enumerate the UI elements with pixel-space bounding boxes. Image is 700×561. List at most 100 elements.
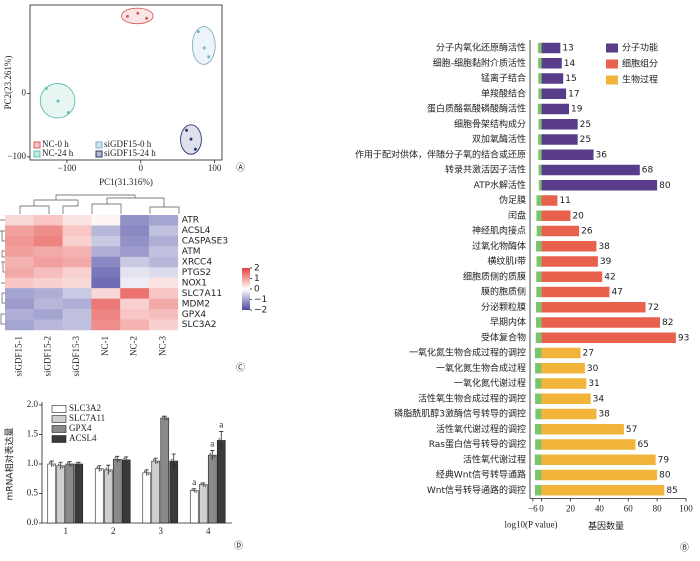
value-label: 47: [611, 288, 622, 298]
bar: [207, 454, 217, 524]
replicate-dot: [127, 460, 130, 463]
pvalue-bar: [534, 424, 542, 435]
pvalue-bar: [535, 469, 542, 481]
pvalue-bar: [535, 363, 542, 374]
legend-swatch: [606, 75, 618, 85]
pvalue-bar: [538, 149, 542, 160]
value-label: 39: [600, 257, 612, 267]
replicate-dot: [163, 417, 166, 419]
column-label: NC-3: [157, 335, 167, 355]
replicate-dot: [152, 458, 155, 461]
bar: [47, 463, 57, 524]
category-label: 活性氧代谢过程的调控: [436, 423, 526, 435]
heatmap-cell: [33, 309, 63, 320]
bar: [151, 460, 161, 524]
pvalue-bar: [535, 302, 542, 313]
column-label: siGDF15-1: [13, 336, 23, 377]
heatmap-cell: [5, 246, 35, 258]
replicate-dot: [114, 456, 117, 459]
category-label: 作用于配对供体，伴随分子氧的结合或还原: [355, 148, 526, 160]
replicate-dot: [70, 464, 73, 467]
pvalue-bar: [538, 134, 542, 145]
count-bar: [541, 73, 564, 84]
heatmap-cell: [120, 225, 150, 237]
heatmap-cell: [149, 235, 179, 247]
category-label: 经典Wnt信号转导通路: [436, 469, 526, 481]
count-bar: [541, 134, 578, 145]
x-axis-label-2: 基因数量: [588, 520, 624, 532]
count-bar: [541, 241, 597, 252]
heatmap-cell: [5, 256, 35, 268]
count-bar: [541, 225, 580, 237]
count-bar: [541, 119, 578, 130]
replicate-dot: [118, 459, 121, 462]
category-label: Wnt信号转导通路的调控: [427, 484, 526, 496]
replicate-dot: [165, 418, 168, 421]
value-label: 25: [580, 135, 591, 145]
pvalue-bar: [537, 42, 542, 54]
replicate-dot: [105, 467, 108, 470]
bar: [94, 468, 104, 524]
pvalue-bar: [536, 195, 542, 206]
value-label: 82: [662, 318, 673, 328]
replicate-dot: [59, 464, 62, 467]
replicate-dot: [174, 461, 177, 464]
heatmap-cell: [91, 267, 121, 278]
value-label: 65: [637, 440, 648, 450]
pvalue-bar: [536, 256, 542, 267]
bar: [216, 440, 226, 524]
heatmap-cell: [5, 309, 35, 320]
category-label: 活性氧代谢过程: [463, 453, 526, 465]
count-bar: [541, 256, 598, 267]
pvalue-bar: [534, 485, 542, 496]
count-bar: [541, 378, 587, 389]
heatmap-cell: [33, 319, 63, 331]
row-label: GPX4: [182, 310, 207, 320]
x-tick-label: 40: [595, 504, 605, 514]
legend-swatch: [606, 43, 618, 53]
x-axis-label: PC1(31.316%): [99, 177, 153, 187]
count-bar: [541, 347, 581, 359]
value-label: 25: [580, 120, 591, 130]
bar: [160, 417, 170, 524]
point: [136, 11, 140, 15]
replicate-dot: [52, 464, 55, 467]
category-label: 神经肌肉接点: [472, 225, 526, 237]
replicate-dot: [147, 473, 150, 476]
heatmap-cell: [91, 298, 121, 310]
count-bar: [541, 439, 636, 450]
row-label: PTGS2: [182, 268, 211, 278]
heatmap-cell: [5, 319, 35, 331]
value-label: 17: [568, 89, 579, 99]
heatmap-cell: [149, 288, 179, 299]
row-label: ACSL4: [182, 226, 211, 236]
value-label: 85: [666, 486, 677, 496]
replicate-dot: [213, 455, 216, 458]
bar: [142, 472, 152, 524]
x-tick-label: 0: [139, 163, 144, 173]
replicate-dot: [107, 469, 110, 471]
pvalue-bar: [535, 393, 542, 404]
heatmap-cell: [91, 288, 121, 299]
replicate-dot: [96, 466, 99, 469]
heatmap-cell: [91, 319, 121, 331]
category-label: 细胞质侧的质膜: [463, 270, 526, 282]
heatmap-cell: [120, 288, 150, 299]
count-bar: [541, 58, 562, 69]
bar: [74, 463, 84, 524]
legend-label: NC-0 h: [42, 139, 69, 149]
point: [189, 137, 193, 141]
replicate-dot: [116, 458, 119, 461]
heatmap-cell: [33, 298, 63, 310]
legend-label: 生物过程: [622, 74, 658, 86]
category-label: 过氧化物酶体: [472, 240, 526, 252]
legend-label: NC-24 h: [42, 148, 74, 158]
replicate-dot: [68, 463, 71, 465]
x-tick-label: 80: [653, 504, 663, 514]
y-tick-label: 1.5: [27, 429, 39, 439]
x-tick-label: −6: [528, 504, 538, 514]
heatmap-cell: [33, 215, 63, 226]
count-bar: [541, 286, 610, 298]
row-label: CASPASE3: [182, 237, 228, 247]
bar: [121, 459, 131, 524]
